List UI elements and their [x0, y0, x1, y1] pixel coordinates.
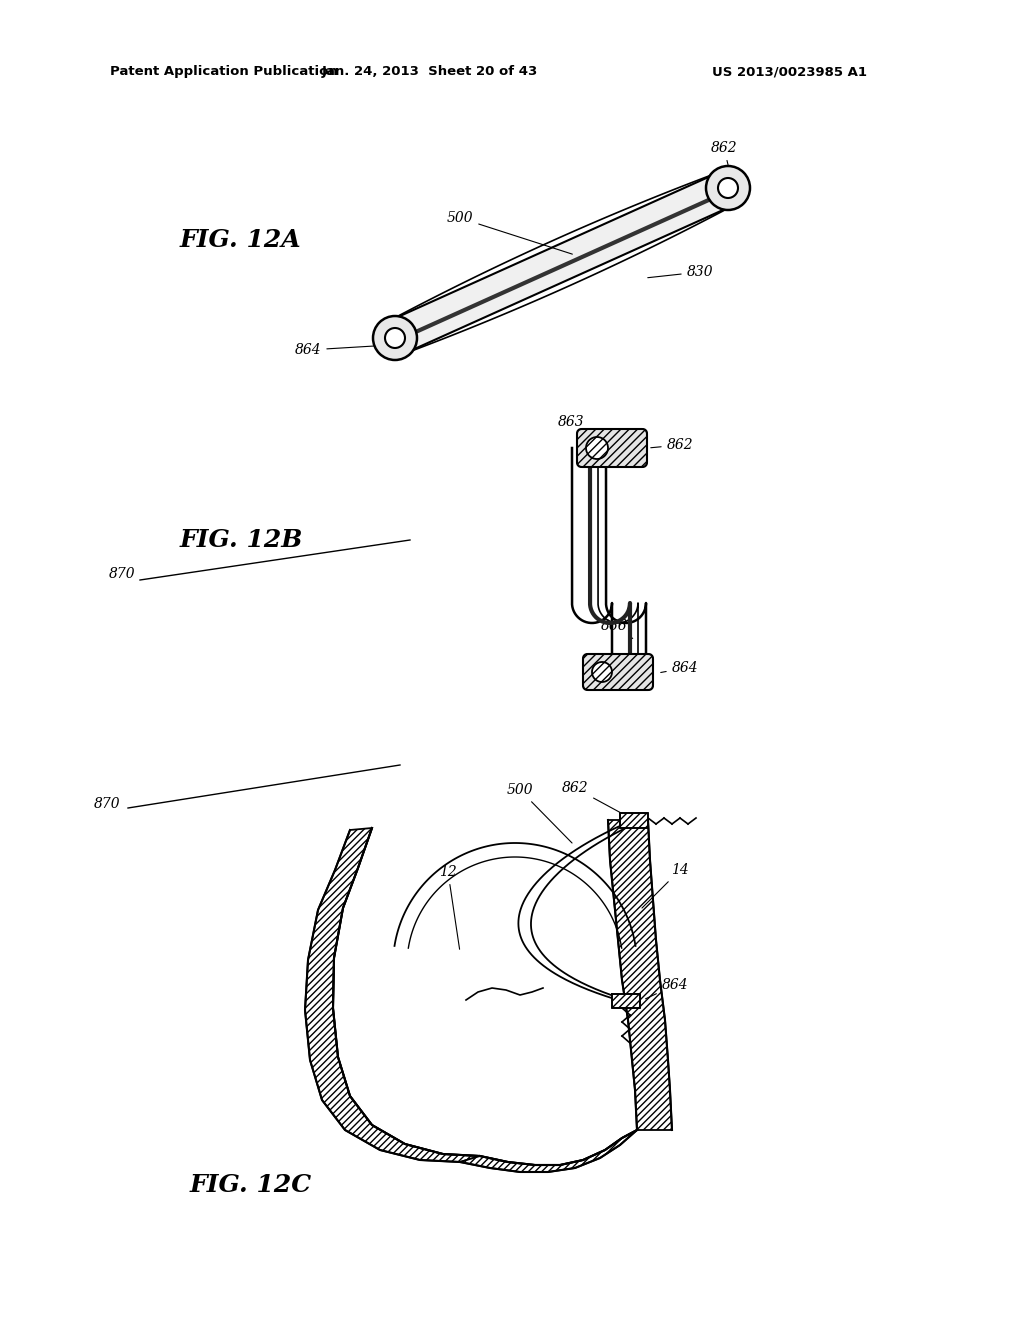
Text: FIG. 12A: FIG. 12A: [180, 228, 302, 252]
Circle shape: [592, 663, 612, 682]
Polygon shape: [608, 820, 672, 1130]
Text: 864: 864: [660, 661, 698, 675]
Text: 863: 863: [558, 414, 605, 437]
Text: Jan. 24, 2013  Sheet 20 of 43: Jan. 24, 2013 Sheet 20 of 43: [322, 66, 539, 78]
Polygon shape: [305, 828, 480, 1162]
Text: US 2013/0023985 A1: US 2013/0023985 A1: [713, 66, 867, 78]
Polygon shape: [620, 813, 648, 828]
Text: Patent Application Publication: Patent Application Publication: [110, 66, 338, 78]
Text: 862: 862: [562, 781, 632, 818]
Text: 864: 864: [295, 343, 388, 356]
Text: 830: 830: [648, 265, 714, 279]
Polygon shape: [612, 994, 640, 1008]
Polygon shape: [460, 1130, 637, 1172]
Circle shape: [706, 166, 750, 210]
Text: 862: 862: [711, 141, 737, 170]
Circle shape: [586, 437, 608, 459]
Text: 870: 870: [109, 568, 135, 581]
Circle shape: [718, 178, 738, 198]
Text: 866: 866: [601, 619, 633, 639]
Circle shape: [373, 315, 417, 360]
Text: FIG. 12C: FIG. 12C: [190, 1173, 312, 1197]
FancyBboxPatch shape: [577, 429, 647, 467]
Circle shape: [385, 327, 406, 348]
Text: FIG. 12B: FIG. 12B: [180, 528, 303, 552]
Text: 14: 14: [642, 863, 689, 908]
Text: 862: 862: [651, 438, 693, 451]
Text: 500: 500: [446, 211, 572, 255]
Text: 864: 864: [645, 978, 688, 999]
FancyBboxPatch shape: [583, 653, 653, 690]
Text: 12: 12: [439, 865, 460, 949]
Polygon shape: [388, 172, 735, 354]
Text: 500: 500: [507, 783, 572, 843]
Text: 870: 870: [93, 797, 120, 810]
